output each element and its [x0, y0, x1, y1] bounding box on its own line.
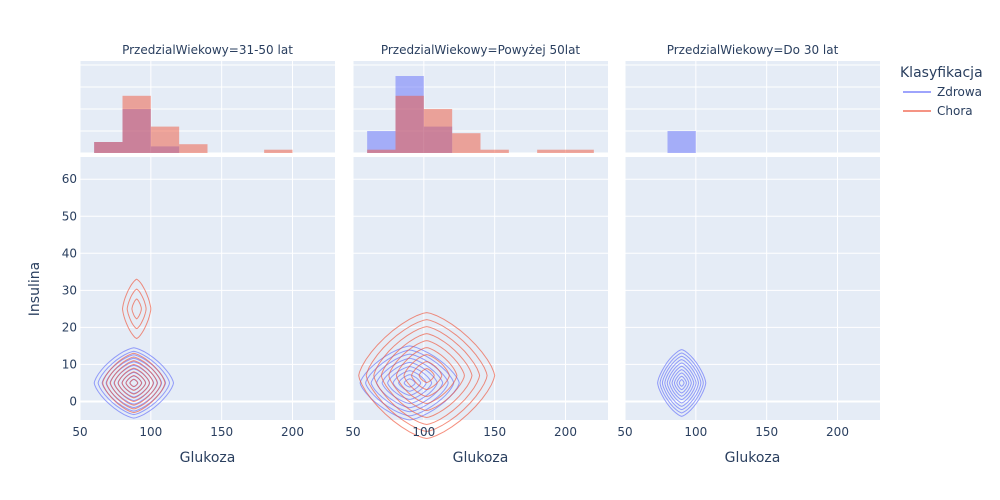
- histogram-bar-chora: [452, 133, 481, 153]
- contour-line-zdrowa: [101, 354, 167, 412]
- histogram-bar-chora: [179, 144, 208, 153]
- y-tick-label: 30: [62, 283, 77, 297]
- contour-line-zdrowa: [359, 345, 460, 421]
- x-tick-label: 200: [826, 425, 849, 439]
- x-tick-label: 150: [755, 425, 778, 439]
- contour-line-chora: [125, 374, 143, 391]
- contour-line-chora: [418, 368, 435, 383]
- contour-line-zdrowa: [403, 378, 416, 388]
- contour-line-chora: [102, 352, 166, 414]
- x-tick-label: 150: [483, 425, 506, 439]
- contour-line-zdrowa: [657, 349, 707, 417]
- contour-line-zdrowa: [669, 365, 695, 401]
- histogram-bar-chora: [537, 149, 566, 153]
- y-tick-label: 0: [69, 394, 77, 408]
- contour-line-zdrowa: [678, 378, 685, 387]
- contour-line-zdrowa: [392, 370, 427, 396]
- x-axis-label: Glukoza: [725, 450, 781, 466]
- facet-title: PrzedzialWiekowy=31-50 lat: [122, 43, 293, 57]
- contour-line-zdrowa: [93, 347, 175, 419]
- contour-line-chora: [411, 361, 443, 391]
- x-axis-label: Glukoza: [180, 450, 236, 466]
- x-tick-label: 50: [345, 425, 360, 439]
- y-tick-label: 10: [62, 357, 77, 371]
- contour-plot-area: [353, 157, 608, 420]
- contour-line-zdrowa: [666, 362, 697, 404]
- facet-2: PrzedzialWiekowy=Powyżej 50lat 50 100 150 20…: [345, 43, 608, 466]
- contour-line-chora: [358, 312, 496, 440]
- contour-plot-area: [80, 157, 335, 420]
- x-tick-label: 50: [617, 425, 632, 439]
- facet-title: PrzedzialWiekowy=Do 30 lat: [667, 43, 839, 57]
- histogram-bar-chora: [94, 142, 123, 153]
- legend-title: Klasyfikacja: [900, 65, 983, 81]
- contour-line-chora: [121, 278, 152, 340]
- histogram-plot-area: [80, 61, 335, 153]
- contour-line-zdrowa: [659, 352, 704, 414]
- x-tick-label: 200: [554, 425, 577, 439]
- legend-label-chora: Chora: [937, 104, 973, 118]
- contour-line-zdrowa: [365, 349, 455, 417]
- contour-line-chora: [106, 356, 162, 410]
- histogram-bar-chora: [423, 109, 453, 153]
- histogram-bar-chora: [122, 95, 151, 153]
- x-tick-label: 50: [72, 425, 87, 439]
- x-tick-label: 100: [684, 425, 707, 439]
- x-tick-label: 150: [210, 425, 233, 439]
- facet-title: PrzedzialWiekowy=Powyżej 50lat: [381, 43, 581, 57]
- contour-line-chora: [117, 367, 150, 399]
- x-tick-label: 100: [139, 425, 162, 439]
- contour-line-chora: [388, 340, 465, 412]
- contour-line-chora: [121, 371, 147, 395]
- histogram-bar-chora: [565, 149, 594, 153]
- y-tick-label: 40: [62, 246, 77, 260]
- contour-line-zdrowa: [671, 369, 692, 397]
- histogram-bar-chora: [395, 95, 424, 153]
- x-tick-label: 100: [412, 425, 435, 439]
- facet-3: PrzedzialWiekowy=Do 30 lat 50 100 150 200 Glu…: [617, 43, 880, 466]
- contour-line-zdrowa: [676, 375, 688, 391]
- y-tick-label: 20: [62, 320, 77, 334]
- histogram-bar-chora: [480, 149, 509, 153]
- contour-line-zdrowa: [673, 372, 690, 394]
- y-axis-label: Insulina: [27, 262, 43, 316]
- y-tick-label: 50: [62, 209, 77, 223]
- contour-line-zdrowa: [664, 359, 700, 407]
- contour-line-chora: [126, 288, 147, 330]
- histogram-bar-zdrowa: [667, 131, 696, 153]
- histogram-bar-chora: [367, 149, 396, 153]
- histogram-bar-chora: [150, 126, 180, 153]
- contour-line-chora: [129, 378, 139, 388]
- contour-line-chora: [380, 333, 473, 419]
- contour-line-chora: [131, 298, 142, 320]
- contour-line-chora: [113, 363, 154, 403]
- histogram-bar-zdrowa: [367, 131, 396, 153]
- legend-label-zdrowa: Zdrowa: [937, 85, 982, 99]
- contour-line-zdrowa: [387, 365, 433, 400]
- contour-line-zdrowa: [370, 353, 449, 413]
- histogram-plot-area: [625, 61, 880, 153]
- contour-line-chora: [365, 319, 488, 433]
- contour-line-chora: [403, 354, 450, 398]
- contour-line-chora: [109, 360, 158, 406]
- contour-line-zdrowa: [97, 350, 171, 416]
- contour-line-chora: [395, 347, 458, 405]
- histogram-bar-chora: [264, 149, 293, 153]
- contour-line-zdrowa: [381, 361, 438, 405]
- x-axis-label: Glukoza: [453, 450, 509, 466]
- contour-line-chora: [373, 326, 481, 426]
- contour-line-zdrowa: [661, 355, 702, 411]
- x-tick-label: 200: [281, 425, 304, 439]
- y-tick-label: 60: [62, 172, 77, 186]
- legend[interactable]: Klasyfikacja Zdrowa Chora: [900, 65, 983, 118]
